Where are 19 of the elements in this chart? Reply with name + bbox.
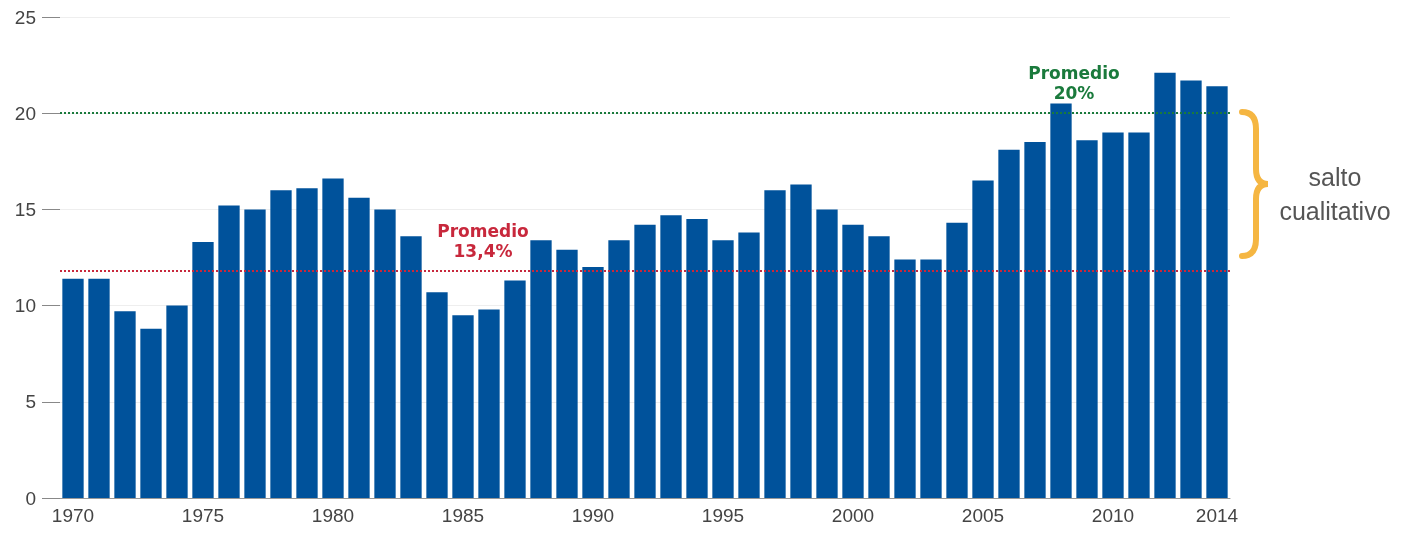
ref-line-label: Promedio 20% <box>1028 63 1120 104</box>
x-tick-label: 2000 <box>831 505 875 526</box>
x-tick-label: 2010 <box>1091 505 1135 526</box>
y-tick-label: 15 <box>14 198 36 220</box>
y-tick-label: 5 <box>25 391 36 413</box>
text: salto cualitativo <box>1278 162 1392 227</box>
x-tick-label: 1985 <box>441 505 485 526</box>
x-tick-label: 1995 <box>701 505 745 526</box>
x-tick-label: 1990 <box>571 505 615 526</box>
x-tick-label: 1980 <box>311 505 355 526</box>
y-tick-label: 0 <box>25 487 36 509</box>
x-tick-label: 1975 <box>181 505 225 526</box>
y-tick-label: 20 <box>14 102 36 124</box>
x-tick-label: 1970 <box>51 505 95 526</box>
y-tick-label: 25 <box>14 6 36 28</box>
x-tick-label: 2014 <box>1195 505 1239 526</box>
y-tick-label: 10 <box>14 295 36 317</box>
x-tick-label: 2005 <box>961 505 1005 526</box>
ref-line-label: Promedio 13,4% <box>437 220 529 261</box>
